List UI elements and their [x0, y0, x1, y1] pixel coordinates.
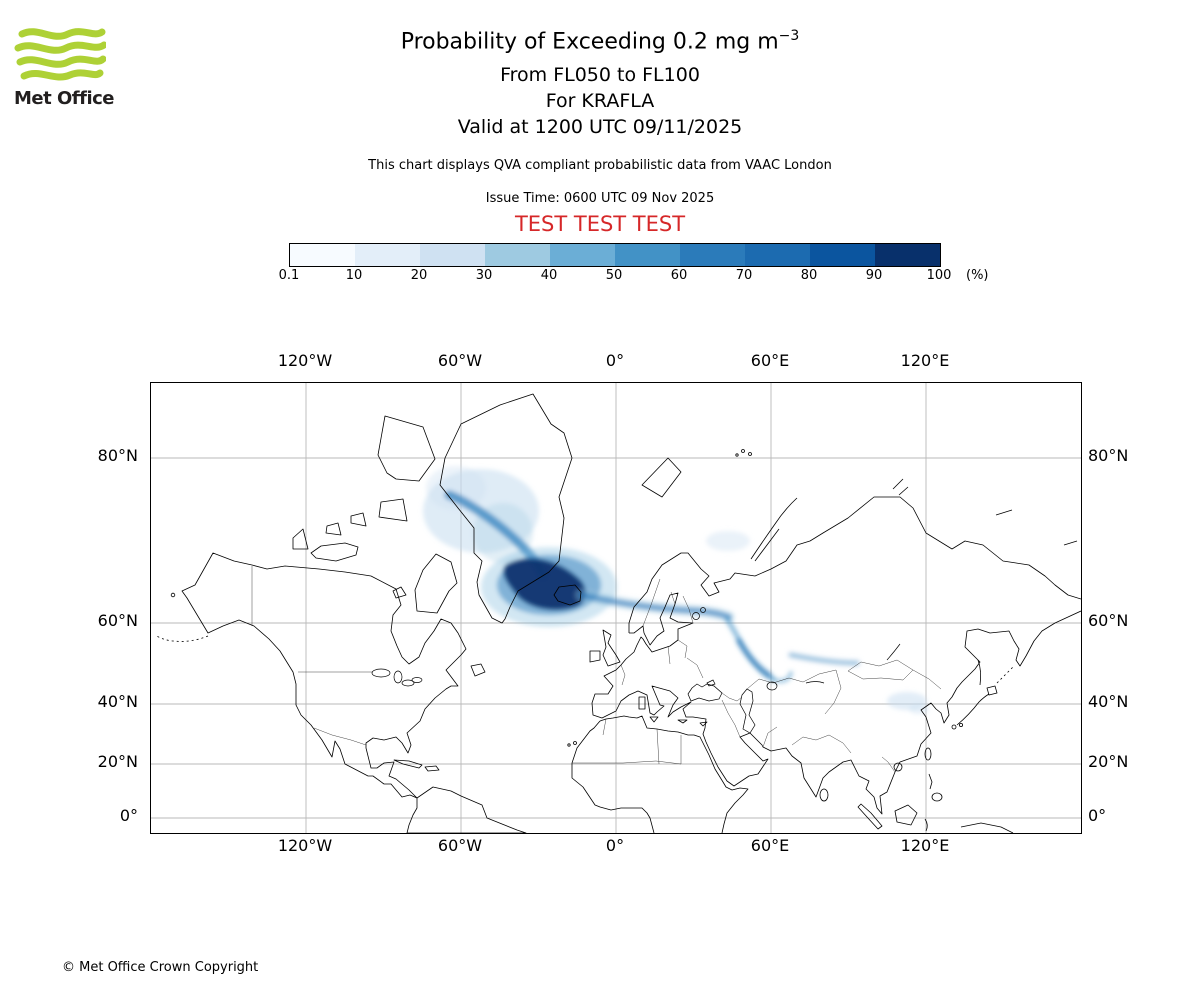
lakes — [371, 607, 901, 734]
x-tick-label: 120°E — [900, 351, 950, 370]
x-tick-label: 60°W — [437, 836, 483, 855]
met-office-logo-text: Met Office — [14, 88, 115, 109]
chart-description: This chart displays QVA compliant probab… — [368, 158, 832, 173]
colorbar-swatch — [420, 244, 485, 266]
met-office-logo-icon — [14, 28, 106, 81]
colorbar-swatch — [550, 244, 615, 266]
ash-plume — [423, 466, 929, 714]
copyright-text: © Met Office Crown Copyright — [62, 960, 259, 975]
y-tick-label: 60°N — [97, 611, 138, 630]
map-canvas — [150, 382, 1082, 834]
y-tick-label: 80°N — [1088, 446, 1129, 465]
colorbar-tick-label: 30 — [475, 268, 493, 283]
colorbar-unit-label: (%) — [966, 268, 989, 283]
coastlines — [154, 393, 1081, 833]
x-tick-label: 60°E — [750, 351, 790, 370]
colorbar-tick-label: 0.1 — [278, 268, 300, 283]
colorbar-tick-label: 70 — [735, 268, 753, 283]
probability-colorbar — [289, 243, 941, 267]
colorbar-swatch — [355, 244, 420, 266]
colorbar-tick-label: 10 — [345, 268, 363, 283]
colorbar-tick-label: 50 — [605, 268, 623, 283]
page-title-main: Probability of Exceeding 0.2 mg m — [400, 29, 779, 55]
country-borders — [251, 566, 942, 773]
colorbar-swatch — [485, 244, 550, 266]
colorbar-tick-label: 60 — [670, 268, 688, 283]
colorbar-tick-label: 40 — [540, 268, 558, 283]
colorbar-swatch — [615, 244, 680, 266]
subtitle-valid-time: Valid at 1200 UTC 09/11/2025 — [457, 116, 743, 138]
colorbar-tick-label: 80 — [800, 268, 818, 283]
subtitle-volcano: For KRAFLA — [545, 90, 655, 112]
x-tick-label: 120°E — [900, 836, 950, 855]
gridlines — [151, 383, 1081, 833]
issue-time: Issue Time: 0600 UTC 09 Nov 2025 — [485, 191, 715, 206]
x-tick-label: 60°E — [750, 836, 790, 855]
colorbar-swatch — [810, 244, 875, 266]
x-tick-label: 120°W — [277, 836, 333, 855]
y-tick-label: 80°N — [97, 446, 138, 465]
y-tick-label: 40°N — [97, 692, 138, 711]
colorbar-tick-label: 100 — [926, 268, 952, 283]
y-tick-label: 20°N — [97, 752, 138, 771]
colorbar-swatch — [290, 244, 355, 266]
y-tick-label: 60°N — [1088, 611, 1129, 630]
x-tick-label: 0° — [605, 351, 625, 370]
y-tick-label: 0° — [119, 806, 138, 825]
colorbar-swatch — [875, 244, 940, 266]
page-title-exponent: −3 — [778, 28, 800, 44]
colorbar-tick-label: 20 — [410, 268, 428, 283]
y-tick-label: 0° — [1088, 806, 1107, 825]
colorbar-swatch — [680, 244, 745, 266]
y-tick-label: 40°N — [1088, 692, 1129, 711]
colorbar-tick-label: 90 — [865, 268, 883, 283]
colorbar-swatch — [745, 244, 810, 266]
test-banner: TEST TEST TEST — [514, 212, 686, 236]
subtitle-flight-levels: From FL050 to FL100 — [500, 64, 700, 86]
x-tick-label: 60°W — [437, 351, 483, 370]
page-title: Probability of Exceeding 0.2 mg m−3 — [0, 28, 1200, 54]
x-tick-label: 120°W — [277, 351, 333, 370]
x-tick-label: 0° — [605, 836, 625, 855]
y-tick-label: 20°N — [1088, 752, 1129, 771]
map-svg — [151, 383, 1081, 833]
